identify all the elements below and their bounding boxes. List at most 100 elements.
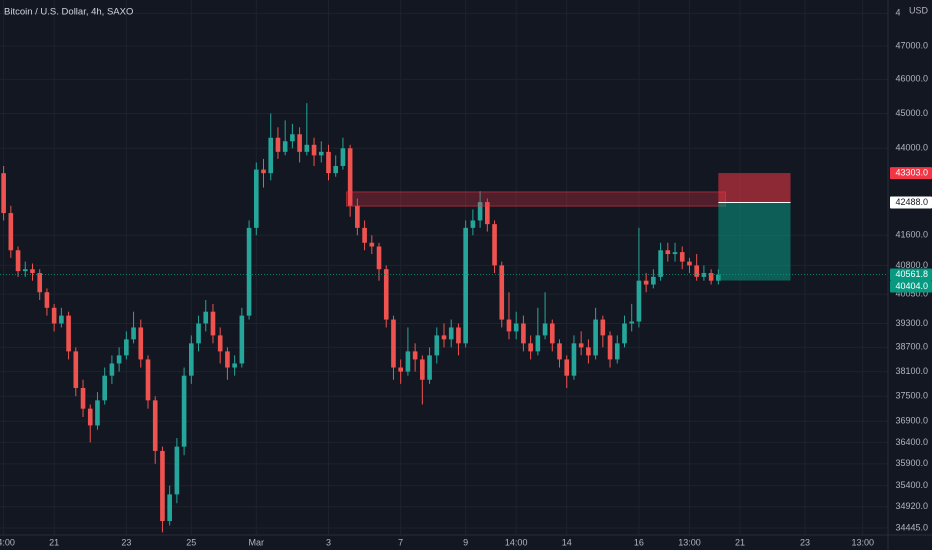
x-tick-label: 21 (735, 537, 745, 547)
candle-body (59, 315, 64, 324)
candle-body (607, 335, 613, 360)
x-tick-label: 23 (800, 537, 810, 547)
candle-body (636, 280, 642, 322)
candle-body (412, 351, 418, 360)
zone (346, 191, 727, 207)
candle-body (282, 141, 288, 152)
candle-body (1, 173, 6, 214)
candle-body (434, 335, 440, 356)
price-badge (890, 280, 932, 293)
candle-body (448, 327, 454, 340)
x-tick-label: 25 (186, 537, 196, 547)
candle-body (189, 343, 194, 376)
candle-body (217, 335, 223, 352)
y-tick-label: 34445.0 (895, 522, 928, 532)
currency-label: USD (909, 5, 929, 15)
candle-body (521, 323, 526, 344)
candle-body (232, 363, 237, 368)
candle-body (160, 450, 165, 522)
candle-body (326, 151, 331, 174)
candle-body (658, 250, 663, 277)
price-badge (890, 268, 932, 281)
x-tick-label: 21 (49, 537, 59, 547)
candle-body (586, 347, 591, 356)
y-tick-label: 38100.0 (895, 366, 928, 376)
y-tick-label: 38700.0 (895, 342, 928, 352)
candle-body (665, 250, 671, 255)
y-tick-label: 39300.0 (895, 318, 928, 328)
y-tick-label: 35400.0 (895, 480, 928, 490)
candle-body (225, 351, 230, 368)
axes: 48000.047000.046000.045000.044000.041600… (0, 4, 932, 547)
candle-body (304, 144, 310, 152)
candle-body (362, 227, 367, 243)
candle-body (499, 265, 505, 320)
candle-body (318, 151, 324, 156)
position-target (718, 202, 791, 281)
candle-body (528, 343, 533, 352)
candle-body (391, 319, 396, 368)
candle-body (622, 323, 627, 344)
candle-body (22, 269, 28, 272)
x-tick-label: 23 (121, 537, 131, 547)
x-tick-label: 7 (398, 537, 403, 547)
candle-body (564, 359, 570, 376)
candle-body (174, 446, 180, 495)
candle-body (355, 205, 360, 228)
candle-body (535, 335, 541, 352)
candle-body (477, 202, 483, 221)
candle-body (463, 227, 468, 344)
candle-body (131, 327, 136, 340)
candle-body (290, 134, 295, 142)
candle-body (549, 323, 555, 344)
candle-body (701, 273, 707, 277)
y-tick-label: 35900.0 (895, 458, 928, 468)
x-tick-label: 3 (326, 537, 331, 547)
x-tick-label: 9 (463, 537, 468, 547)
y-tick-label: 47000.0 (895, 40, 928, 50)
candle-body (333, 166, 339, 174)
currency-bg (900, 4, 932, 17)
y-tick-label: 34920.0 (895, 501, 928, 511)
x-tick-label: 14:00 (505, 537, 528, 547)
candle-body (600, 319, 606, 336)
candle-body (470, 220, 476, 228)
x-tick-label: 13:00 (851, 537, 874, 547)
candle-body (275, 137, 281, 152)
candle-body (73, 351, 79, 388)
candle-body (268, 137, 274, 174)
candle-body (441, 335, 447, 340)
price-badge-label: 40404.0 (895, 281, 928, 291)
candle-body (405, 351, 411, 372)
price-badge-label: 42488.0 (895, 197, 928, 207)
candle-body (456, 327, 461, 344)
candle-body (679, 252, 685, 262)
candle-body (542, 323, 548, 336)
candle-body (203, 311, 209, 324)
candle-body (629, 321, 635, 324)
y-tick-label: 36900.0 (895, 416, 928, 426)
candle-body (152, 400, 158, 451)
candle-body (420, 359, 425, 380)
candle-body (427, 355, 432, 380)
candle-body (687, 261, 692, 266)
y-tick-label: 40800.0 (895, 260, 928, 270)
candle-body (37, 273, 43, 293)
candle-body (124, 339, 129, 356)
x-tick-label: 14:00 (0, 537, 15, 547)
candle-body (506, 319, 512, 332)
candle-body (181, 375, 187, 447)
candle-body (297, 134, 302, 152)
candle-body (614, 343, 620, 360)
y-tick-label: 36400.0 (895, 437, 928, 447)
candle-body (95, 400, 100, 426)
y-tick-label: 46000.0 (895, 74, 928, 84)
candle-body (376, 246, 382, 270)
candle-body (8, 213, 14, 251)
candle-body (253, 169, 259, 228)
x-tick-label: 13:00 (678, 537, 701, 547)
candle-body (485, 202, 490, 225)
candle-body (109, 363, 115, 376)
candle-body (578, 343, 584, 348)
